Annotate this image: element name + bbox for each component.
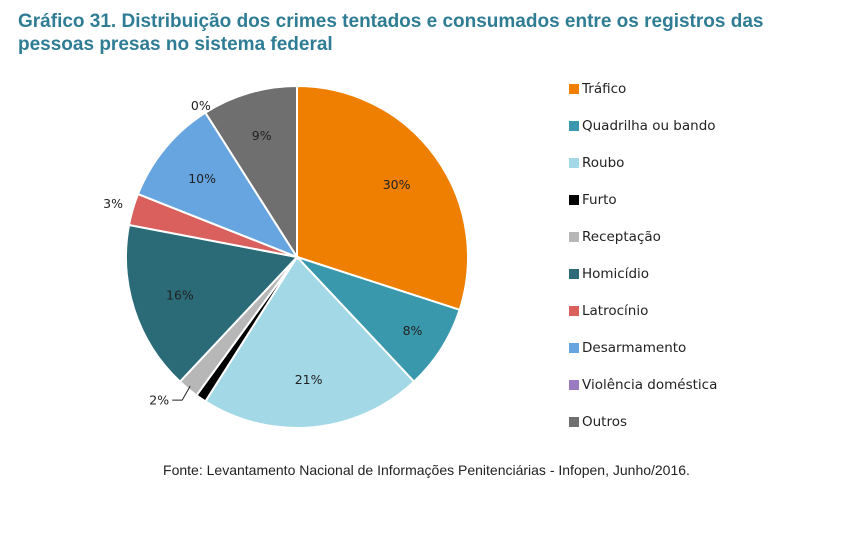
pie-labels: 30% 8% 21% 2% 16% 3% 10% 0% 9% <box>103 98 422 408</box>
data-label-receptacao: 2% <box>149 393 169 408</box>
legend-swatch-receptacao <box>569 232 579 242</box>
legend-item-desarmamento: Desarmamento <box>569 340 686 356</box>
legend-label-latrocinio: Latrocínio <box>582 303 648 319</box>
legend-item-furto: Furto <box>569 192 617 208</box>
legend-label-trafico: Tráfico <box>581 81 626 97</box>
data-label-trafico: 30% <box>383 177 411 192</box>
legend-label-desarmamento: Desarmamento <box>582 340 686 356</box>
source-note: Fonte: Levantamento Nacional de Informaç… <box>163 462 690 478</box>
legend-label-furto: Furto <box>582 192 617 208</box>
legend-item-outros: Outros <box>569 414 627 430</box>
data-label-desarmamento: 10% <box>188 171 216 186</box>
legend-label-roubo: Roubo <box>582 155 624 171</box>
legend-swatch-violencia-domestica <box>569 380 579 390</box>
legend-swatch-trafico <box>569 84 579 94</box>
legend-swatch-latrocinio <box>569 306 579 316</box>
data-label-outros: 9% <box>252 128 272 143</box>
data-label-quadrilha-ou-bando: 8% <box>403 323 423 338</box>
legend-swatch-roubo <box>569 158 579 168</box>
slice-trafico <box>296 84 469 312</box>
legend: Tráfico Quadrilha ou bando Roubo Furto Recep… <box>569 81 717 430</box>
legend-label-violencia-domestica: Violência doméstica <box>582 377 717 393</box>
legend-swatch-homicidio <box>569 269 579 279</box>
chart-title: Gráfico 31. Distribuição dos crimes tent… <box>18 11 764 55</box>
slice-desarmamento <box>136 111 300 260</box>
legend-swatch-furto <box>569 195 579 205</box>
legend-label-receptacao: Receptação <box>582 229 661 245</box>
legend-item-latrocinio: Latrocínio <box>569 303 648 319</box>
slice-homicidio <box>125 223 299 384</box>
legend-label-outros: Outros <box>582 414 627 430</box>
legend-item-homicidio: Homicídio <box>569 266 649 282</box>
legend-item-receptacao: Receptação <box>569 229 661 245</box>
data-label-violencia-domestica: 0% <box>191 98 211 113</box>
legend-swatch-desarmamento <box>569 343 579 353</box>
pie-slices <box>125 84 469 430</box>
slice-outros <box>203 84 298 261</box>
leader-line-receptacao <box>172 385 191 401</box>
legend-swatch-outros <box>569 417 579 427</box>
slice-roubo <box>203 255 416 430</box>
legend-item-roubo: Roubo <box>569 155 624 171</box>
legend-label-homicidio: Homicídio <box>582 266 649 282</box>
data-label-homicidio: 16% <box>166 288 194 303</box>
legend-label-quadrilha-ou-bando: Quadrilha ou bando <box>582 118 716 134</box>
legend-item-quadrilha-ou-bando: Quadrilha ou bando <box>569 118 716 134</box>
data-label-roubo: 21% <box>295 372 323 387</box>
pie-chart: 30% 8% 21% 2% 16% 3% 10% 0% 9% Tráfico Quadrilha … <box>103 81 717 430</box>
data-label-latrocinio: 3% <box>103 196 123 211</box>
legend-item-trafico: Tráfico <box>569 81 626 97</box>
legend-swatch-quadrilha-ou-bando <box>569 121 579 131</box>
legend-item-violencia-domestica: Violência doméstica <box>569 377 717 393</box>
